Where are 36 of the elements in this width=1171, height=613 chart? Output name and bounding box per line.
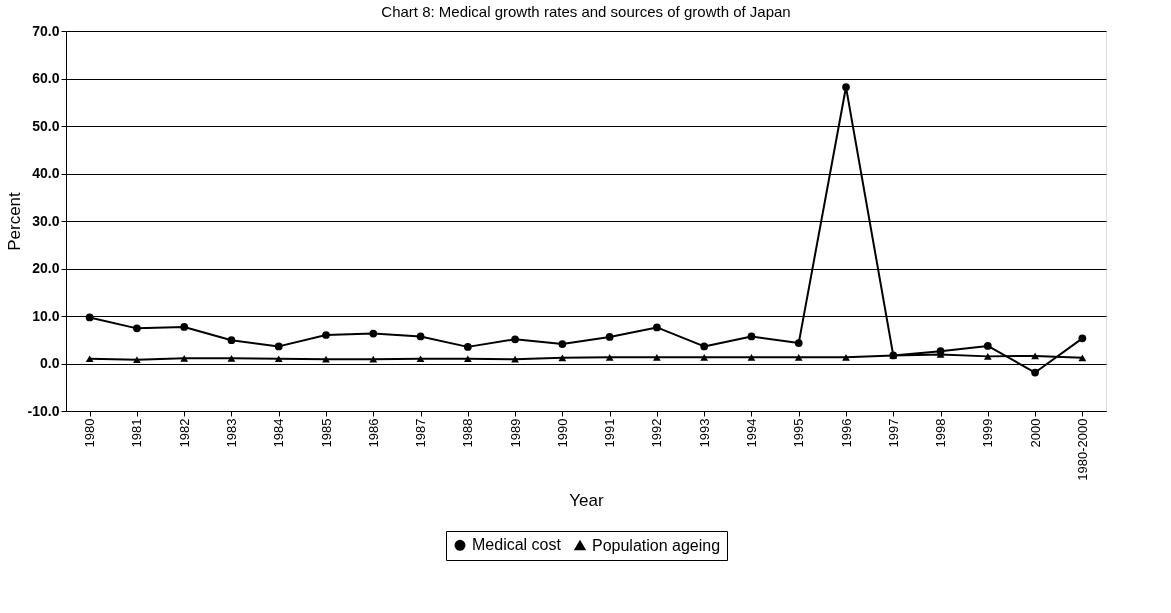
legend-label: Medical cost: [472, 536, 562, 554]
x-tick-label: 1999: [980, 418, 996, 448]
chart-title: Chart 8: Medical growth rates and sources of growth of Japan: [381, 3, 791, 20]
x-tick-label: 1991: [602, 418, 618, 448]
y-tick-label: 30.0: [32, 212, 60, 229]
x-tick-label: 2000: [1027, 418, 1043, 448]
y-tick-label: 50.0: [32, 117, 60, 134]
x-tick-label: 1980-2000: [1074, 418, 1090, 481]
y-tick-label: 20.0: [32, 260, 60, 276]
x-tick-label: 1990: [554, 418, 570, 448]
x-tick-label: 1994: [743, 418, 759, 448]
legend-label: Population ageing: [592, 536, 721, 554]
y-tick-label: 10.0: [32, 307, 60, 324]
y-tick-label: 70.0: [32, 22, 60, 39]
y-tick-label: 40.0: [32, 165, 60, 181]
x-tick-label: 1992: [649, 418, 665, 448]
x-tick-label: 1987: [413, 418, 429, 448]
x-tick-label: 1981: [129, 418, 145, 448]
x-tick-label: 1986: [365, 418, 381, 448]
x-tick-label: 1980: [82, 418, 98, 448]
x-tick-label: 1993: [696, 418, 712, 448]
x-tick-label: 1989: [507, 418, 523, 448]
x-tick-label: 1998: [933, 418, 949, 448]
x-tick-label: 1984: [271, 418, 287, 448]
x-tick-label: 1988: [460, 418, 476, 448]
y-tick-label: -10.0: [27, 402, 60, 419]
x-tick-label: 1983: [223, 418, 239, 448]
y-tick-label: 60.0: [32, 70, 60, 86]
x-tick-label: 1995: [791, 418, 807, 448]
x-tick-label: 1996: [838, 418, 854, 448]
y-tick-label: 0.0: [40, 355, 60, 371]
x-tick-label: 1997: [885, 418, 901, 448]
x-tick-label: 1982: [176, 418, 192, 448]
x-axis-title: Year: [569, 490, 605, 510]
x-tick-label: 1985: [318, 418, 334, 448]
y-axis-title: Percent: [4, 191, 24, 251]
